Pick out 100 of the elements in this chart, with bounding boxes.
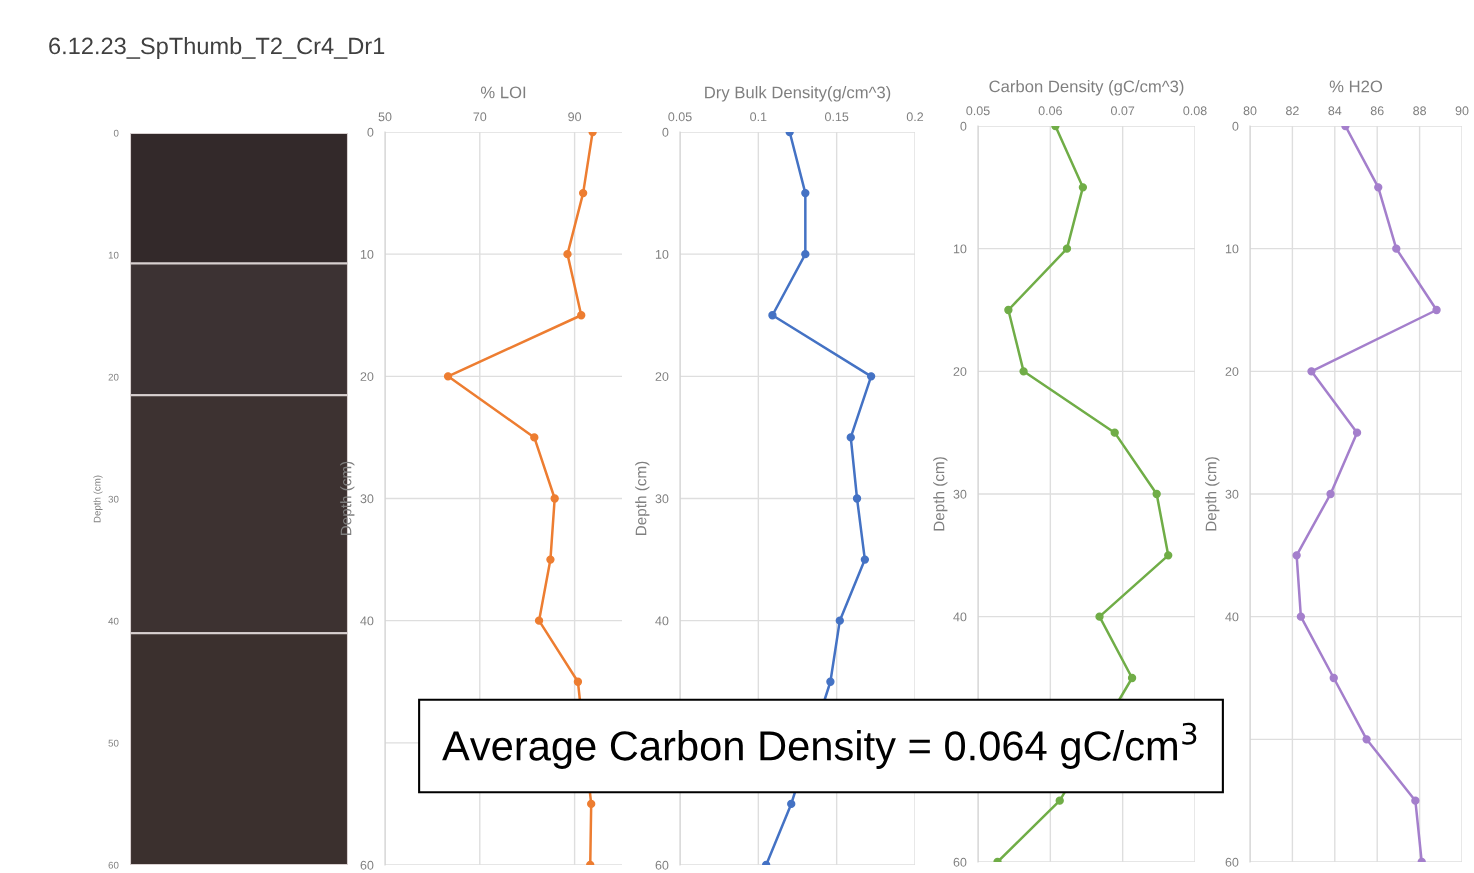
y-tick-label: 30 [655,494,669,504]
point [1152,489,1161,499]
x-tick-label: 86 [1370,106,1384,116]
point [1307,367,1316,376]
x-tick-label: 0.05 [668,112,692,122]
y-tick-label: 20 [108,373,119,381]
point [801,249,810,259]
point [1296,612,1306,621]
point [1362,735,1371,744]
y-axis-title: Depth (cm) [93,475,103,523]
point [1095,612,1104,621]
x-tick-label: 90 [1455,106,1469,116]
y-tick-label: 0 [113,129,119,137]
point [587,799,596,809]
y-tick-label: 20 [1225,367,1239,376]
y-tick-label: 60 [360,860,374,870]
point [852,494,862,503]
x-tick-label: 90 [568,112,582,122]
y-axis-title: Depth (cm) [1205,457,1220,531]
point [534,616,544,625]
x-tick-label: 0.07 [1110,106,1135,116]
point [573,677,583,686]
y-tick-label: 30 [953,489,967,499]
x-tick-label: 88 [1413,106,1427,116]
point [530,433,539,442]
y-axis-title: Depth (cm) [635,461,650,536]
point [1374,183,1383,192]
point [768,311,777,320]
y-tick-label: 30 [108,495,119,503]
point [546,555,555,564]
point [1055,796,1064,805]
point [1164,551,1173,560]
y-tick-label: 40 [1225,612,1239,622]
y-axis-title: Depth (cm) [340,461,355,536]
point [443,372,453,381]
point [866,372,876,381]
x-axis-title: % LOI [480,86,526,99]
y-tick-label: 0 [960,121,967,131]
point [846,433,855,442]
point [1352,428,1362,437]
point [577,311,586,320]
point [1004,305,1013,315]
point [826,677,835,686]
y-tick-label: 60 [1225,857,1239,867]
y-tick-label: 0 [662,127,669,137]
x-tick-label: 70 [473,112,487,122]
x-axis-title: % H2O [1329,80,1383,93]
x-tick-label: 0.08 [1183,106,1207,116]
point [1292,551,1301,560]
y-tick-label: 60 [655,860,669,870]
y-tick-label: 40 [655,616,669,626]
y-tick-label: 50 [108,739,119,747]
point [1329,673,1338,683]
x-tick-label: 0.06 [1038,106,1062,116]
x-tick-label: 0.05 [966,106,990,116]
y-tick-label: 60 [108,861,119,869]
point [1127,673,1137,683]
y-tick-label: 20 [360,372,374,381]
point [1110,428,1119,437]
y-tick-label: 40 [108,617,119,625]
point [835,616,844,625]
point [1326,489,1335,499]
x-tick-label: 0.2 [906,112,924,122]
point [550,494,559,503]
point [1392,244,1401,253]
y-tick-label: 40 [953,612,967,622]
x-axis-title: Dry Bulk Density(g/cm^3) [705,86,891,102]
point [1078,183,1088,192]
y-tick-label: 60 [953,857,967,867]
y-tick-label: 10 [953,244,967,254]
y-tick-label: 10 [360,249,374,259]
annotation: Average Carbon Density = 0.064 gC/cm$^{3}$ [442,722,1197,769]
x-tick-label: 80 [1243,106,1257,116]
x-axis-title: Carbon Density (gC/cm^3) [989,80,1184,96]
y-tick-label: 10 [108,251,119,259]
point [860,555,870,564]
point [1019,367,1028,376]
y-tick-label: 10 [655,249,669,259]
point [1432,305,1441,315]
y-tick-label: 30 [360,494,374,504]
y-axis-title: Depth (cm) [933,457,948,531]
x-tick-label: 0.1 [750,112,767,122]
y-tick-label: 0 [367,127,374,137]
x-tick-label: 82 [1285,106,1299,116]
y-tick-label: 30 [1225,489,1239,499]
chart-title: 6.12.23_SpThumb_T2_Cr4_Dr1 [49,37,385,60]
y-tick-label: 20 [655,372,669,381]
x-tick-label: 50 [378,112,392,122]
point [578,188,588,198]
y-tick-label: 20 [953,367,967,376]
point [801,188,810,198]
y-tick-label: 40 [360,616,374,626]
x-tick-label: 84 [1328,106,1342,116]
point [563,249,572,259]
point [787,799,796,809]
point [1411,796,1420,805]
point [1062,244,1072,253]
x-tick-label: 0.15 [824,112,849,122]
y-tick-label: 0 [1232,121,1239,131]
y-tick-label: 10 [1225,244,1239,254]
